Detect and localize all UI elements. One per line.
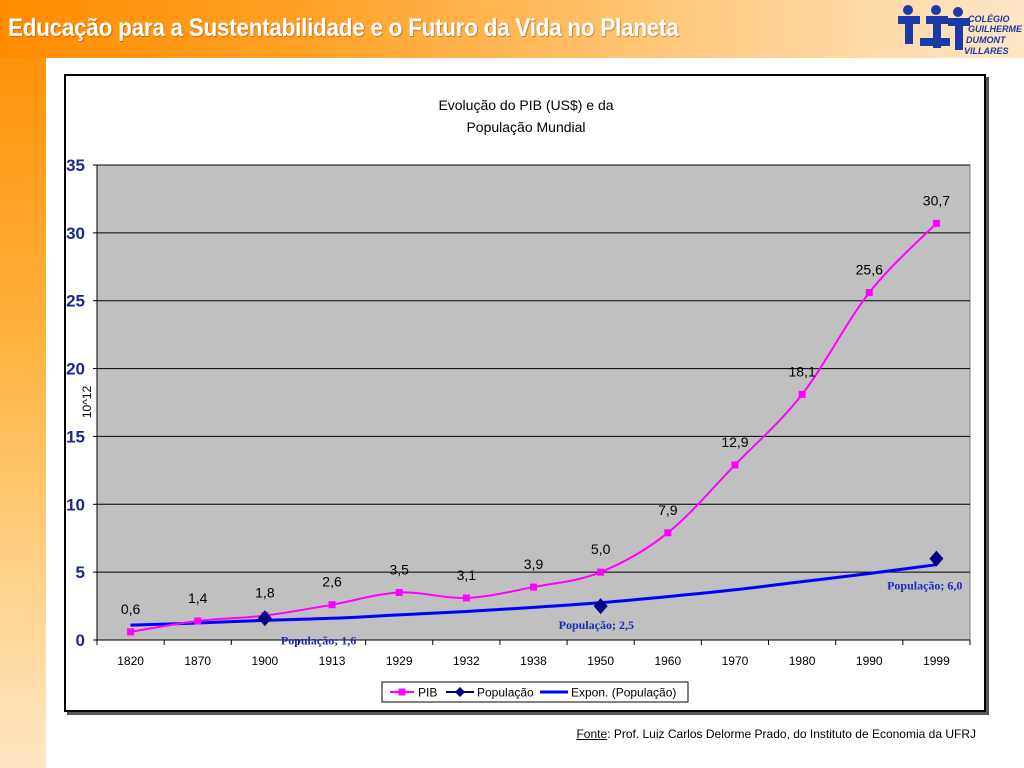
x-tick-label: 1990 — [856, 654, 883, 668]
y-tick-label: 25 — [66, 292, 85, 311]
y-tick-label: 20 — [66, 360, 85, 379]
legend — [381, 681, 689, 703]
pib-point — [865, 289, 873, 297]
populacao-point — [929, 550, 944, 567]
x-tick-label: 1932 — [453, 654, 480, 668]
plot-area — [96, 164, 971, 641]
pib-point — [462, 594, 470, 602]
y-tick-label: 5 — [76, 563, 85, 582]
logo-line3: DUMONT — [966, 35, 1007, 45]
pib-point — [798, 390, 806, 398]
pib-point — [530, 583, 537, 591]
pib-point — [194, 617, 202, 625]
pib-data-label: 5,0 — [591, 541, 611, 557]
pib-data-label: 2,6 — [322, 574, 342, 590]
y-tick-label: 0 — [76, 631, 85, 650]
legend-populacao-marker — [455, 687, 465, 697]
source-text: : Prof. Luiz Carlos Delorme Prado, do In… — [607, 727, 976, 741]
logo-line1: COLÉGIO — [968, 14, 1010, 24]
chart-title-line2: População Mundial — [466, 119, 585, 135]
legend-pib-marker — [398, 688, 406, 696]
populacao-point — [593, 598, 608, 615]
pib-data-label: 18,1 — [788, 363, 815, 379]
logo-line2: GUILHERME — [968, 24, 1023, 34]
school-logo-icon: COLÉGIO GUILHERME DUMONT VILLARES — [898, 5, 1023, 56]
pib-point — [597, 568, 605, 576]
chart-title-line1: Evolução do PIB (US$) e da — [438, 97, 613, 113]
legend-populacao-label: População — [477, 686, 534, 700]
x-tick-label: 1900 — [252, 654, 279, 668]
chart-frame: Evolução do PIB (US$) e da População Mun… — [64, 74, 986, 712]
x-tick-label: 1929 — [386, 654, 413, 668]
pib-data-label: 1,4 — [188, 590, 208, 606]
populacao-data-label: População; 2,5 — [559, 618, 634, 632]
y-tick-label: 35 — [66, 156, 85, 175]
slide-title: Educação para a Sustentabilidade e o Fut… — [8, 14, 679, 42]
title-band — [0, 0, 1024, 58]
pib-data-label: 30,7 — [923, 192, 950, 208]
x-tick-label: 1938 — [520, 654, 547, 668]
x-tick-label: 1999 — [923, 654, 950, 668]
pib-data-label: 12,9 — [721, 434, 748, 450]
x-tick-label: 1950 — [587, 654, 614, 668]
populacao-point — [257, 610, 272, 627]
pib-data-label: 0,6 — [121, 601, 141, 617]
source-label: Fonte — [576, 727, 608, 741]
pib-data-label: 3,9 — [524, 556, 544, 572]
pib-data-label: 3,1 — [457, 567, 477, 583]
x-tick-label: 1980 — [789, 654, 816, 668]
x-tick-label: 1820 — [117, 654, 144, 668]
y-tick-label: 15 — [66, 427, 85, 446]
populacao-data-label: População; 6,0 — [887, 579, 962, 593]
left-orange-band — [0, 0, 46, 768]
pib-point — [932, 219, 940, 227]
y-axis-label: 10^12 — [80, 386, 94, 419]
legend-pib-label: PIB — [418, 686, 437, 700]
source-note: Fonte: Prof. Luiz Carlos Delorme Prado, … — [576, 727, 976, 741]
populacao-data-label: População; 1,6 — [281, 633, 356, 647]
x-tick-label: 1970 — [722, 654, 749, 668]
pib-data-label: 7,9 — [658, 502, 678, 518]
pib-point — [328, 601, 336, 609]
pib-point — [731, 461, 739, 469]
pib-point — [664, 529, 672, 537]
x-tick-label: 1870 — [184, 654, 211, 668]
x-tick-label: 1913 — [319, 654, 346, 668]
pib-point — [395, 589, 403, 596]
pib-data-label: 1,8 — [255, 585, 275, 601]
logo-line4: VILLARES — [964, 46, 1009, 56]
y-tick-label: 30 — [66, 224, 85, 243]
legend-trend-label: Expon. (População) — [571, 686, 676, 700]
pib-data-label: 3,5 — [389, 562, 409, 578]
pib-data-label: 25,6 — [856, 262, 883, 278]
x-tick-label: 1960 — [654, 654, 681, 668]
y-tick-label: 10 — [66, 495, 85, 514]
chart: Evolução do PIB (US$) e da População Mun… — [66, 97, 971, 703]
pib-point — [127, 628, 135, 636]
